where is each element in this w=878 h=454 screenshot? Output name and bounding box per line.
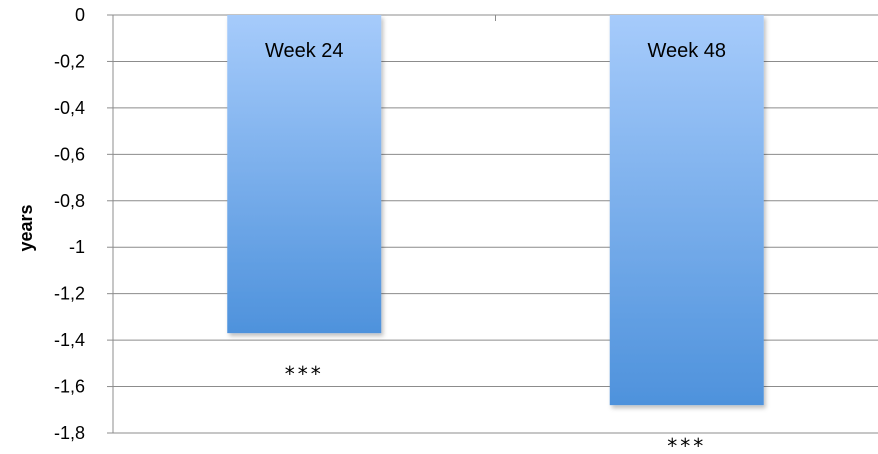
bars — [227, 15, 764, 406]
significance-marker: *** — [285, 362, 324, 386]
category-label: Week 48 — [647, 40, 726, 62]
axes — [107, 14, 496, 434]
y-tick-label: 0 — [75, 5, 85, 25]
y-axis-label: years — [16, 204, 36, 251]
y-tick-label: -0,2 — [54, 51, 85, 71]
y-tick-label: -1 — [69, 237, 85, 257]
bar-labels: Week 24 *** Week 48 *** — [265, 40, 726, 454]
bar-1 — [227, 15, 382, 334]
y-tick-label: -0,4 — [54, 98, 85, 118]
y-tick-label: -0,6 — [54, 144, 85, 164]
y-tick-label: -0,8 — [54, 191, 85, 211]
y-tick-label: -1,2 — [54, 284, 85, 304]
category-label: Week 24 — [265, 40, 344, 62]
y-tick-label: -1,6 — [54, 377, 85, 397]
significance-marker: *** — [667, 434, 706, 454]
y-tick-labels: 0 -0,2 -0,4 -0,6 -0,8 -1 -1,2 -1,4 -1,6 -1,8 — [54, 5, 85, 443]
y-tick-label: -1,4 — [54, 330, 85, 350]
y-tick-label: -1,8 — [54, 423, 85, 443]
bar-2 — [609, 15, 764, 406]
